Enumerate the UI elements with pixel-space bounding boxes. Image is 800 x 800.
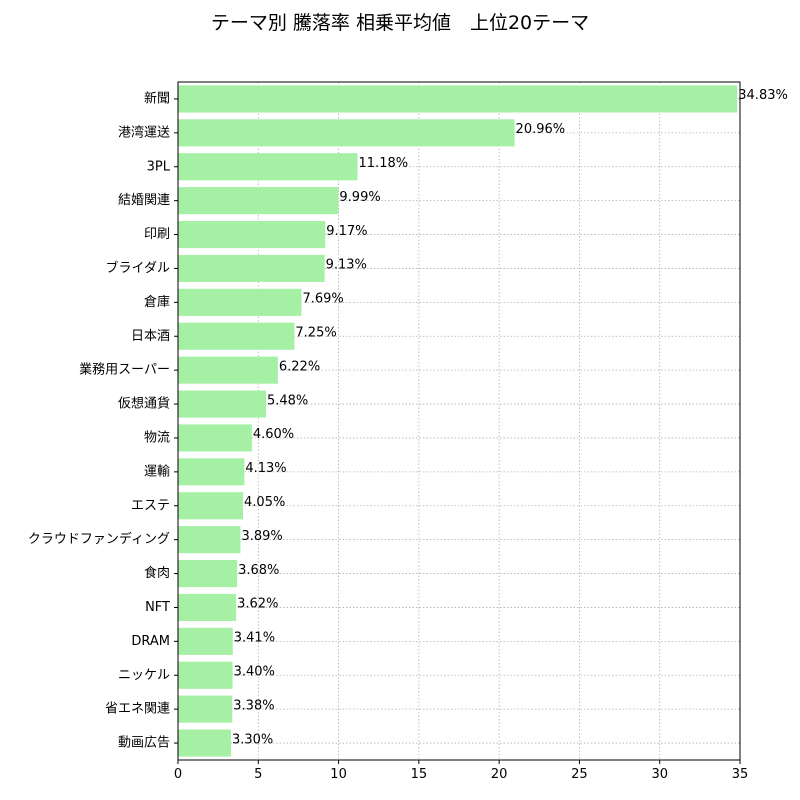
y-tick-label: DRAM — [131, 634, 170, 649]
x-tick-label: 10 — [330, 767, 347, 782]
bar-value-label: 4.60% — [253, 427, 294, 442]
bar-value-label: 9.99% — [339, 190, 380, 205]
bars — [178, 85, 738, 757]
bar — [178, 627, 233, 655]
x-axis-ticks: 0 5 10 15 20 25 30 35 — [174, 760, 748, 782]
x-tick-label: 0 — [174, 767, 182, 782]
bar-value-label: 4.13% — [245, 461, 286, 476]
bar — [178, 593, 237, 622]
y-tick-label: 動画広告 — [118, 736, 170, 751]
x-tick-label: 15 — [411, 767, 428, 782]
bar — [178, 695, 233, 723]
y-tick-label: エステ — [131, 498, 170, 513]
x-tick-label: 20 — [491, 767, 508, 782]
x-tick-label: 30 — [651, 767, 668, 782]
y-tick-label: NFT — [145, 600, 170, 615]
bar-value-label: 7.25% — [295, 325, 336, 340]
bar-value-label: 9.13% — [326, 258, 367, 273]
bar-value-label: 34.83% — [738, 88, 788, 103]
bar-value-label: 9.17% — [326, 224, 367, 239]
bar — [178, 729, 231, 757]
bar — [178, 254, 325, 283]
y-tick-label: ブライダル — [106, 260, 170, 276]
chart-title: テーマ別 騰落率 相乗平均値 上位20テーマ — [210, 12, 590, 34]
bar-value-label: 3.62% — [237, 597, 278, 612]
y-tick-label: 倉庫 — [144, 295, 170, 310]
x-tick-label: 5 — [254, 767, 262, 782]
bar — [178, 661, 233, 689]
bar — [178, 288, 302, 316]
bar-value-label: 3.40% — [234, 664, 275, 679]
y-tick-label: 省エネ関連 — [105, 702, 170, 717]
y-tick-label: 食肉 — [144, 565, 170, 581]
bar-value-label: 3.68% — [238, 563, 279, 578]
y-tick-label: 業務用スーパー — [79, 362, 170, 378]
bar — [178, 85, 738, 113]
bar — [178, 220, 326, 249]
y-tick-label: 運輸 — [144, 464, 170, 479]
y-tick-label: ニッケル — [118, 668, 170, 683]
plot-frame — [177, 81, 741, 761]
bar — [178, 390, 266, 418]
y-tick-label: 3PL — [147, 159, 171, 174]
y-tick-label: 仮想通貨 — [118, 396, 170, 412]
y-tick-label: 結婚関連 — [118, 193, 170, 208]
x-tick-label: 25 — [571, 767, 588, 782]
y-tick-label: 新聞 — [144, 90, 170, 106]
bar — [178, 559, 238, 588]
bar-value-label: 6.22% — [279, 359, 320, 374]
grid-lines — [177, 82, 741, 760]
y-tick-label: 港湾運送 — [118, 124, 170, 140]
bar-value-label: 4.05% — [244, 495, 285, 510]
y-tick-label: 物流 — [144, 430, 170, 445]
y-tick-label: 印刷 — [144, 227, 170, 242]
y-tick-label: クラウドファンディング — [28, 531, 170, 547]
bar-value-label: 20.96% — [516, 122, 566, 137]
x-tick-label: 35 — [732, 767, 749, 782]
bar — [178, 356, 278, 384]
bar — [178, 119, 515, 147]
bar — [178, 492, 244, 520]
value-labels: 34.83% 20.96% 11.18% 9.99% 9.17% 9.13% 7.69% 7.… — [232, 88, 788, 747]
bar-value-label: 3.89% — [241, 529, 282, 544]
bar — [178, 322, 295, 350]
bar-value-label: 7.69% — [302, 292, 343, 307]
bar-value-label: 3.30% — [232, 732, 273, 747]
bar — [178, 187, 339, 215]
bar-value-label: 5.48% — [267, 393, 308, 408]
bar-value-label: 3.41% — [234, 631, 275, 646]
bar-value-label: 11.18% — [359, 156, 409, 171]
bar-value-label: 3.38% — [233, 698, 274, 713]
y-tick-label: 日本酒 — [131, 329, 170, 344]
bar — [178, 526, 241, 554]
bar — [178, 458, 245, 486]
bar — [178, 153, 358, 181]
bar — [178, 424, 252, 452]
